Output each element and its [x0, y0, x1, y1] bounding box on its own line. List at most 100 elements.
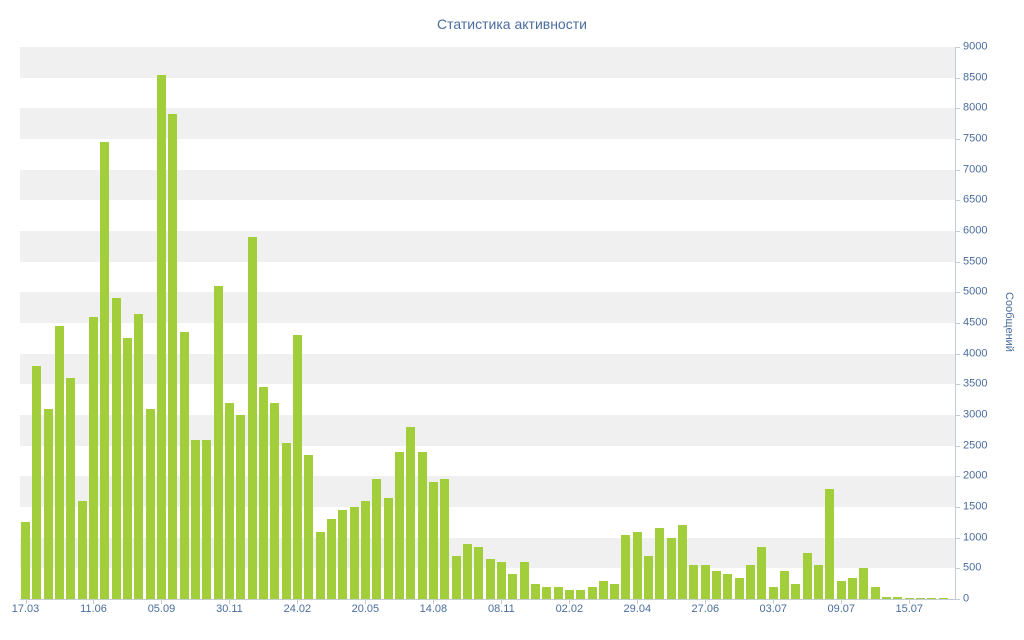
- y-tick-label: 500: [963, 561, 982, 574]
- x-tick-label: 14.08: [419, 603, 448, 615]
- x-tick-label: 30.11: [216, 603, 243, 615]
- activity-bar: [927, 598, 937, 599]
- activity-bar: [564, 589, 574, 599]
- y-tick: [956, 77, 960, 79]
- activity-bar: [224, 402, 234, 599]
- activity-bar: [474, 546, 484, 599]
- activity-bar: [848, 577, 858, 599]
- y-tick: [956, 353, 960, 355]
- activity-bar: [451, 556, 461, 599]
- x-tick: [93, 600, 95, 604]
- activity-bar: [428, 482, 438, 599]
- activity-bar: [77, 500, 87, 599]
- activity-bar: [156, 74, 166, 599]
- x-tick-label: 02.02: [555, 603, 584, 615]
- y-axis-line: [955, 47, 956, 600]
- y-tick: [956, 568, 960, 570]
- y-tick-label: 9000: [963, 40, 988, 53]
- y-tick-label: 7000: [963, 163, 988, 176]
- activity-bar: [576, 589, 586, 599]
- x-tick: [25, 600, 27, 604]
- x-tick-label: 09.07: [827, 603, 856, 615]
- activity-bar: [836, 580, 846, 599]
- y-tick-label: 3000: [963, 408, 988, 421]
- x-tick-label: 03.07: [759, 603, 788, 615]
- activity-bar: [746, 565, 756, 599]
- activity-bar: [406, 427, 416, 599]
- y-tick-label: 6000: [963, 224, 988, 237]
- y-tick: [956, 445, 960, 447]
- y-tick-label: 3500: [963, 377, 988, 390]
- activity-bar: [258, 387, 268, 599]
- activity-bar: [54, 326, 64, 599]
- activity-bar: [519, 562, 529, 599]
- activity-bar: [644, 556, 654, 599]
- y-tick: [956, 261, 960, 263]
- y-tick-label: 0: [963, 592, 970, 605]
- x-tick: [229, 600, 231, 604]
- activity-bar: [21, 522, 30, 599]
- activity-bar: [122, 338, 132, 599]
- activity-bar: [134, 313, 144, 599]
- activity-bar: [587, 586, 597, 599]
- activity-bar: [440, 479, 450, 599]
- chart-title: Статистика активности: [437, 16, 587, 32]
- y-tick: [956, 323, 960, 324]
- activity-bar: [496, 562, 506, 599]
- activity-bar: [88, 316, 98, 599]
- activity-bar: [700, 565, 710, 599]
- y-tick: [956, 169, 960, 171]
- activity-bar: [666, 537, 676, 599]
- x-tick-label: 27.06: [691, 603, 720, 615]
- activity-bar: [32, 365, 42, 599]
- y-tick: [956, 476, 960, 478]
- activity-bar: [394, 451, 404, 599]
- y-tick-label: 1500: [963, 500, 988, 513]
- x-tick-label: 11.06: [80, 603, 107, 615]
- activity-bar: [598, 580, 608, 599]
- y-tick-label: 5500: [963, 255, 988, 268]
- x-tick: [365, 600, 367, 604]
- y-tick-label: 2500: [963, 439, 988, 452]
- activity-bar: [383, 497, 393, 599]
- activity-bar: [870, 586, 880, 599]
- y-tick: [956, 384, 960, 386]
- x-tick: [705, 600, 707, 604]
- y-tick-label: 4000: [963, 347, 988, 360]
- activity-bar: [655, 528, 665, 599]
- activity-bar: [179, 332, 189, 599]
- activity-bar: [292, 335, 302, 599]
- activity-bar: [814, 565, 824, 599]
- activity-bar: [530, 583, 540, 599]
- activity-bar: [66, 378, 76, 599]
- y-tick-label: 8500: [963, 71, 988, 84]
- x-tick: [637, 600, 639, 604]
- activity-bar: [485, 559, 495, 599]
- activity-bar: [360, 500, 370, 599]
- x-tick: [773, 600, 775, 604]
- x-tick-label: 15.07: [895, 603, 923, 615]
- activity-bar: [168, 114, 178, 599]
- y-tick: [956, 200, 960, 202]
- plot-stripe: [20, 47, 955, 78]
- activity-bar: [145, 408, 155, 599]
- activity-bar: [768, 586, 778, 599]
- y-tick: [956, 231, 960, 232]
- x-tick-label: 20.05: [351, 603, 380, 615]
- activity-bar: [326, 519, 336, 599]
- x-tick: [433, 600, 435, 604]
- activity-bar: [270, 402, 280, 599]
- plot-stripe: [20, 77, 955, 109]
- x-tick-label: 08.11: [488, 603, 515, 615]
- activity-bar: [825, 488, 835, 599]
- x-tick: [909, 600, 911, 604]
- y-tick: [956, 47, 960, 48]
- y-tick-label: 1000: [963, 531, 988, 544]
- x-tick: [297, 600, 299, 604]
- activity-bar: [236, 415, 246, 599]
- y-tick-label: 2000: [963, 469, 988, 482]
- activity-bar: [904, 597, 914, 599]
- activity-bar: [43, 408, 53, 599]
- activity-bar: [508, 574, 518, 599]
- activity-bar: [111, 298, 121, 599]
